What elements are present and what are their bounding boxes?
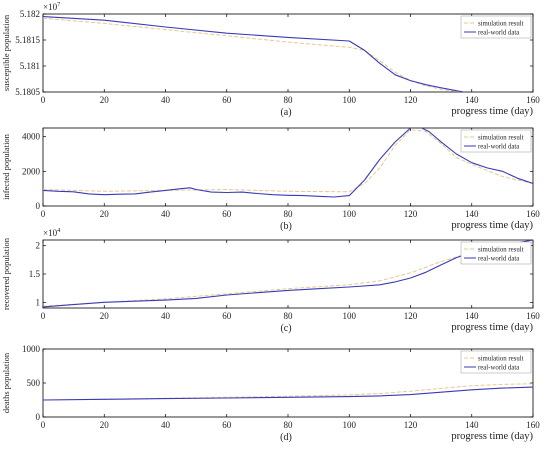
x-tick-label: 140 [465,95,479,105]
y-axis-label: susceptible population [1,14,11,91]
x-tick-label: 80 [284,311,294,321]
y-tick-label: 5.181 [20,61,40,71]
series-line-simulation [43,17,464,92]
panel-label: (b) [280,221,292,232]
x-tick-label: 160 [526,209,540,219]
y-axis-label: recovered population [1,237,11,310]
panel-a: 0 20 40 60 80 100 120 140 160 5.1805 5.181 5.1815 5.… [1,1,540,118]
legend-entry: real-world data [478,256,519,263]
x-tick-label: 100 [343,209,357,219]
x-tick-label: 60 [222,420,232,430]
legend-entry: simulation result [478,247,524,254]
legend: simulation result real-world data [460,129,532,153]
x-tick-label: 80 [284,95,294,105]
x-tick-label: 120 [404,311,418,321]
y-tick-label: 500 [27,378,41,388]
legend: simulation result real-world data [460,15,532,39]
x-tick-label: 80 [284,209,294,219]
legend-entry: simulation result [478,356,524,363]
x-axis-label: progress time (day) [451,431,533,442]
y-exponent-base: ×10 [43,2,58,12]
legend-box [460,129,532,153]
series-line-real-world [43,240,533,308]
panel-c: 0 20 40 60 80 100 120 140 160 1 1.5 2×104 recovered … [1,227,540,334]
y-tick-label: 2 [36,241,41,251]
x-tick-label: 40 [161,420,171,430]
legend-entry: real-world data [478,30,519,37]
x-tick-label: 120 [404,420,418,430]
axes-box [42,239,534,309]
x-tick-label: 120 [404,209,418,219]
legend-entry: real-world data [478,365,519,372]
y-tick-label: 5.182 [20,9,40,19]
y-exponent: ×104 [43,227,61,238]
legend-entry: real-world data [478,144,519,151]
y-tick-label: 4000 [22,132,41,142]
panel-label: (d) [280,432,292,443]
axes-box [42,348,534,418]
x-tick-label: 60 [222,209,232,219]
x-tick-label: 60 [222,95,232,105]
series-line-real-world [43,386,533,401]
x-tick-label: 160 [526,420,540,430]
y-exponent: ×107 [43,1,61,12]
x-axis-label: progress time (day) [451,106,533,117]
x-tick-label: 160 [526,311,540,321]
legend-entry: simulation result [478,135,524,142]
axes-box [42,13,534,93]
x-tick-label: 80 [284,420,294,430]
x-tick-label: 60 [222,311,232,321]
x-tick-label: 40 [161,311,171,321]
series-line-real-world [43,128,533,198]
x-tick-label: 20 [100,209,110,219]
x-axis-label: progress time (day) [451,322,533,333]
x-tick-label: 0 [41,95,46,105]
y-tick-label: 5.1805 [15,87,40,97]
panel-b: 0 20 40 60 80 100 120 140 160 0 2000 4000 infected p… [1,127,540,232]
x-tick-label: 40 [161,209,171,219]
series-line-simulation [43,241,533,307]
legend-box [460,241,532,265]
y-axis-label: deaths population [1,352,11,413]
x-tick-label: 100 [343,311,357,321]
x-axis-label: progress time (day) [451,220,533,231]
series-line-simulation [43,129,533,193]
panel-label: (c) [280,323,291,334]
legend-entry: simulation result [478,21,524,28]
x-tick-label: 140 [465,209,479,219]
y-exponent-power: 7 [57,1,61,8]
y-tick-label: 2000 [22,166,41,176]
x-tick-label: 120 [404,95,418,105]
x-tick-label: 20 [100,420,110,430]
y-axis-label: infected population [1,133,11,200]
x-tick-label: 0 [41,311,46,321]
panel-label: (a) [280,107,291,118]
x-tick-label: 40 [161,95,171,105]
series-line-simulation [43,383,533,401]
y-tick-label: 1000 [22,344,41,354]
x-tick-label: 140 [465,311,479,321]
x-tick-label: 0 [41,209,46,219]
y-tick-label: 1.5 [29,269,41,279]
y-tick-label: 5.1815 [15,35,40,45]
y-exponent-power: 4 [57,227,61,234]
x-tick-label: 100 [343,420,357,430]
legend-box [460,15,532,39]
y-tick-label: 0 [36,412,41,422]
x-tick-label: 140 [465,420,479,430]
y-tick-label: 1 [36,297,41,307]
y-tick-label: 0 [36,201,41,211]
legend: simulation result real-world data [460,350,532,374]
x-tick-label: 160 [526,95,540,105]
x-tick-label: 20 [100,311,110,321]
legend-box [460,350,532,374]
x-tick-label: 0 [41,420,46,430]
panel-d: 0 20 40 60 80 100 120 140 160 0 500 1000 deaths popu… [1,344,540,443]
y-exponent-base: ×10 [43,228,58,238]
series-line-real-world [43,16,467,92]
x-tick-label: 20 [100,95,110,105]
x-tick-label: 100 [343,95,357,105]
legend: simulation result real-world data [460,241,532,265]
